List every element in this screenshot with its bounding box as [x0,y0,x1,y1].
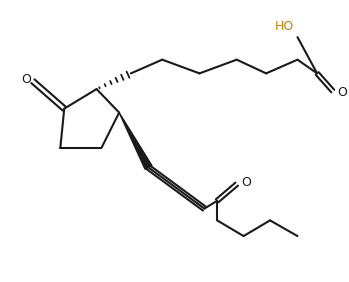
Polygon shape [119,113,152,169]
Text: O: O [21,73,31,86]
Text: O: O [338,87,348,100]
Text: O: O [242,176,252,189]
Text: HO: HO [274,20,294,33]
